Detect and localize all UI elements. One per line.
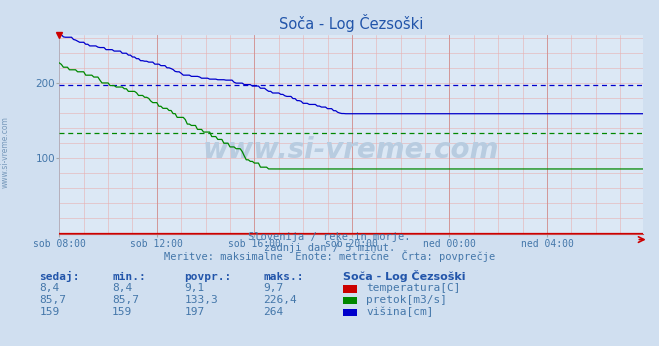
Text: www.si-vreme.com: www.si-vreme.com	[1, 116, 10, 188]
Text: Slovenija / reke in morje.: Slovenija / reke in morje.	[248, 233, 411, 243]
Text: zadnji dan / 5 minut.: zadnji dan / 5 minut.	[264, 243, 395, 253]
Text: 159: 159	[40, 307, 60, 317]
Text: 264: 264	[264, 307, 284, 317]
Text: 85,7: 85,7	[112, 295, 139, 305]
Text: 226,4: 226,4	[264, 295, 297, 305]
Text: www.si-vreme.com: www.si-vreme.com	[203, 136, 499, 164]
Text: min.:: min.:	[112, 272, 146, 282]
Text: 85,7: 85,7	[40, 295, 67, 305]
Text: temperatura[C]: temperatura[C]	[366, 283, 461, 293]
Text: 133,3: 133,3	[185, 295, 218, 305]
Text: Meritve: maksimalne  Enote: metrične  Črta: povprečje: Meritve: maksimalne Enote: metrične Črta…	[164, 250, 495, 262]
Text: 9,7: 9,7	[264, 283, 284, 293]
Text: 159: 159	[112, 307, 132, 317]
Text: 197: 197	[185, 307, 205, 317]
Text: 8,4: 8,4	[40, 283, 60, 293]
Text: maks.:: maks.:	[264, 272, 304, 282]
Text: 8,4: 8,4	[112, 283, 132, 293]
Text: Soča - Log Čezsoški: Soča - Log Čezsoški	[343, 270, 465, 282]
Text: sedaj:: sedaj:	[40, 271, 80, 282]
Text: povpr.:: povpr.:	[185, 272, 232, 282]
Text: pretok[m3/s]: pretok[m3/s]	[366, 295, 447, 305]
Title: Soča - Log Čezsoški: Soča - Log Čezsoški	[279, 14, 423, 32]
Text: 9,1: 9,1	[185, 283, 205, 293]
Text: višina[cm]: višina[cm]	[366, 307, 434, 317]
